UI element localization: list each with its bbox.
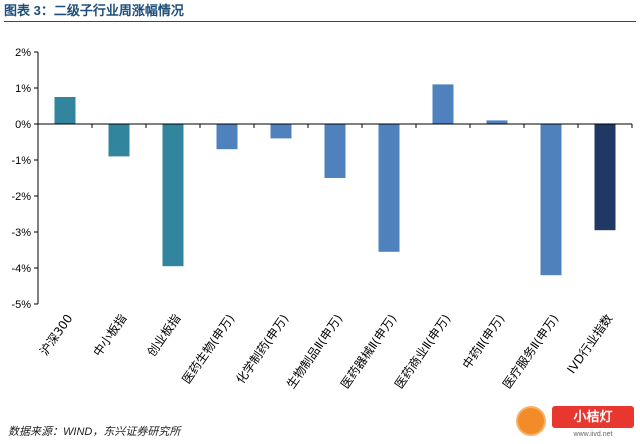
bar-2 xyxy=(162,124,184,267)
category-label: 医药器械Ⅱ(申万) xyxy=(337,311,399,391)
watermark-logo: 小桔灯 www.iivd.net xyxy=(470,404,638,442)
category-label: 医药生物(申万) xyxy=(179,312,237,387)
axes-layer xyxy=(34,51,633,305)
category-label: 创业板指 xyxy=(144,311,184,359)
y-tick-label: -4% xyxy=(11,263,31,275)
category-label: 化学制药(申万) xyxy=(232,311,291,386)
bar-9 xyxy=(540,124,562,276)
bar-5 xyxy=(324,124,346,178)
bars-layer xyxy=(54,84,616,276)
orange-logo-icon xyxy=(516,406,546,436)
title-rule xyxy=(4,21,636,22)
y-tick-label: 0% xyxy=(15,119,31,131)
category-label: 中药Ⅱ(申万) xyxy=(459,311,508,371)
bar-8 xyxy=(486,120,508,124)
bar-0 xyxy=(54,97,76,124)
y-tick-label: -3% xyxy=(11,227,31,239)
y-tick-label: -1% xyxy=(11,155,31,167)
brand-url: www.iivd.net xyxy=(573,431,613,438)
bar-4 xyxy=(270,124,292,139)
bar-6 xyxy=(378,124,400,252)
bar-3 xyxy=(216,124,238,150)
category-label: 医疗服务Ⅱ(申万) xyxy=(499,311,561,391)
y-tick-label: 2% xyxy=(15,47,31,59)
y-tick-label: -5% xyxy=(11,299,31,311)
figure-title: 图表 3：二级子行业周涨幅情况 xyxy=(4,3,184,18)
category-label: 沪深300 xyxy=(37,312,75,358)
brand-name: 小桔灯 xyxy=(552,406,634,428)
category-label: 中小板指 xyxy=(90,311,130,359)
category-label: 医药商业Ⅱ(申万) xyxy=(391,311,453,391)
y-tick-label: -2% xyxy=(11,191,31,203)
y-tick-label: 1% xyxy=(15,83,31,95)
category-label: IVD行业指数 xyxy=(564,311,616,376)
source-note: 数据来源：WIND，东兴证券研究所 xyxy=(8,426,181,438)
bar-1 xyxy=(108,124,130,157)
category-label: 生物制品Ⅱ(申万) xyxy=(284,312,346,392)
labels-layer: 2% 1% 0% -1% -2% -3% -4% -5% 沪深300 中小板指 创业板指医药生物(申… xyxy=(11,47,615,391)
bar-10 xyxy=(594,124,616,231)
bar-7 xyxy=(432,84,454,124)
